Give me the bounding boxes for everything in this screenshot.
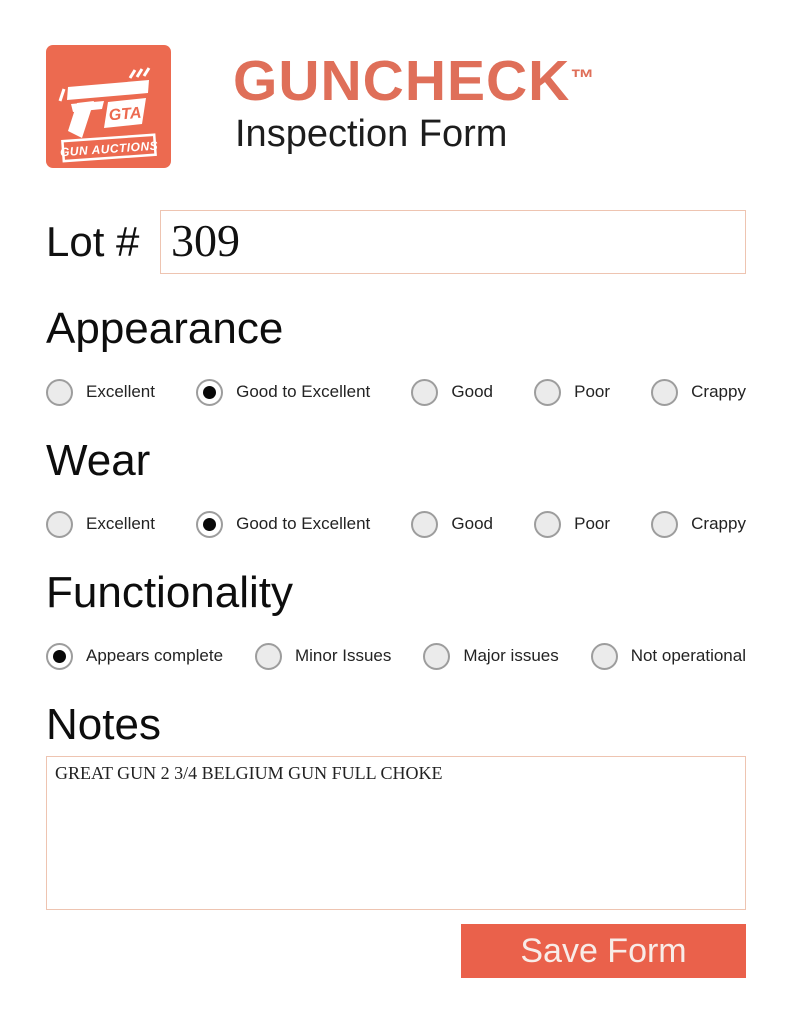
radio-option-wear-good[interactable]: Good [411, 510, 493, 538]
radio-option-label: Excellent [86, 382, 155, 401]
radio-option-label: Excellent [86, 514, 155, 533]
section-heading-functionality: Functionality [46, 568, 294, 617]
radio-icon[interactable] [46, 378, 73, 406]
notes-textarea[interactable]: GREAT GUN 2 3/4 BELGIUM GUN FULL CHOKE [46, 756, 746, 910]
radio-icon[interactable] [254, 642, 282, 670]
radio-icon[interactable] [651, 510, 679, 538]
logo-badge-text: GTA [108, 105, 142, 125]
radio-option-appearance-crappy[interactable]: Crappy [651, 378, 746, 406]
radio-option-label: Major issues [463, 646, 559, 665]
radio-option-label: Good [451, 382, 493, 401]
gta-badge [104, 98, 146, 128]
radio-option-functionality-major-issues[interactable]: Major issues [423, 642, 559, 670]
radio-option-appearance-good-to-excellent[interactable]: Good to Excellent [196, 378, 371, 406]
radio-option-label: Appears complete [86, 646, 224, 665]
radio-option-label: Poor [574, 382, 611, 401]
radio-option-label: Crappy [691, 382, 746, 401]
radio-option-wear-excellent[interactable]: Excellent [46, 510, 155, 538]
radio-option-appearance-excellent[interactable]: Excellent [46, 378, 155, 406]
radio-option-label: Poor [574, 514, 611, 533]
radio-icon[interactable] [411, 510, 439, 538]
radio-option-appearance-poor[interactable]: Poor [534, 378, 611, 406]
radio-icon[interactable] [196, 510, 224, 538]
notes-heading: Notes [46, 700, 161, 749]
radio-icon[interactable] [196, 378, 224, 406]
radio-option-wear-crappy[interactable]: Crappy [651, 510, 746, 538]
save-form-button[interactable]: Save Form [461, 924, 746, 978]
radio-option-wear-poor[interactable]: Poor [534, 510, 611, 538]
radio-option-label: Good to Excellent [236, 382, 371, 401]
radio-icon[interactable] [534, 510, 562, 538]
radio-option-label: Crappy [691, 514, 746, 533]
app-title: GUNCHECK™ [233, 53, 594, 110]
radio-option-label: Not operational [630, 646, 746, 665]
radio-group-functionality: Appears complete Minor Issues Major issues… [46, 642, 746, 670]
gta-gun-auctions-logo: GTA GUN AUCTIONS [46, 45, 171, 168]
lot-number-input[interactable] [160, 210, 746, 274]
radio-icon[interactable] [534, 378, 562, 406]
rating-sections: Appearance Excellent Good to Excellent Good… [46, 304, 746, 670]
inspection-form-page: GTA GUN AUCTIONS GUNCHECK™ Inspection Fo… [0, 0, 792, 978]
radio-icon[interactable] [590, 642, 618, 670]
radio-option-functionality-minor-issues[interactable]: Minor Issues [254, 642, 392, 670]
radio-option-functionality-appears-complete[interactable]: Appears complete [46, 642, 224, 670]
radio-icon[interactable] [651, 378, 679, 406]
radio-option-wear-good-to-excellent[interactable]: Good to Excellent [196, 510, 371, 538]
radio-group-appearance: Excellent Good to Excellent Good Poor Crappy [46, 378, 746, 406]
radio-icon[interactable] [411, 378, 439, 406]
radio-option-appearance-good[interactable]: Good [411, 378, 493, 406]
form-subtitle: Inspection Form [235, 113, 508, 155]
radio-group-wear: Excellent Good to Excellent Good Poor Crappy [46, 510, 746, 538]
radio-option-label: Good to Excellent [236, 514, 371, 533]
radio-icon[interactable] [46, 642, 73, 670]
radio-icon[interactable] [46, 510, 73, 538]
gun-auctions-banner: GUN AUCTIONS [60, 133, 159, 163]
title-block: GUNCHECK™ Inspection Form [233, 45, 594, 156]
app-title-text: GUNCHECK [233, 49, 571, 113]
radio-option-label: Good [451, 514, 493, 533]
trademark-symbol: ™ [570, 65, 595, 92]
header: GTA GUN AUCTIONS GUNCHECK™ Inspection Fo… [46, 45, 746, 170]
pistol-icon [58, 67, 151, 138]
section-heading-appearance: Appearance [46, 304, 284, 353]
lot-number-row: Lot # [46, 210, 746, 274]
logo-banner-text: GUN AUCTIONS [60, 139, 159, 160]
radio-option-functionality-not-operational[interactable]: Not operational [590, 642, 746, 670]
section-heading-wear: Wear [46, 436, 151, 485]
lot-number-label: Lot # [46, 218, 140, 265]
radio-option-label: Minor Issues [294, 646, 392, 665]
radio-icon[interactable] [423, 642, 451, 670]
